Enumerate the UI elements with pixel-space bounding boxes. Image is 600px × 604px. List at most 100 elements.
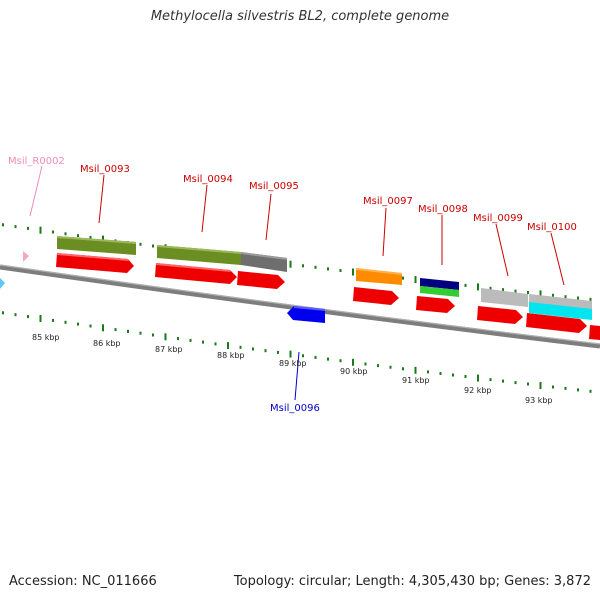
minor-tick [589,297,592,301]
cds-arrow[interactable] [589,325,600,340]
major-tick [352,268,354,276]
feature-block[interactable] [57,236,136,244]
gene-label[interactable]: Msil_0099 [473,213,523,224]
major-tick [539,382,542,389]
minor-tick [564,386,567,390]
genome-summary-text: Topology: circular; Length: 4,305,430 bp… [233,574,591,589]
scale-label: 92 kbp [464,386,492,395]
minor-tick [52,230,54,234]
cds-arrow[interactable] [155,263,237,284]
cds-arrow[interactable] [477,306,523,324]
genome-title: Methylocella silvestris BL2, complete ge… [150,9,450,24]
minor-tick [377,364,379,368]
accession-text: Accession: NC_011666 [9,574,157,589]
minor-tick [502,379,504,383]
scale-labels: 85 kbp 86 kbp 87 kbp 88 kbp 89 kbp 90 kb… [32,333,553,405]
scale-label: 90 kbp [340,367,368,376]
major-tick [477,283,479,291]
major-tick [39,315,42,322]
minor-tick [514,289,517,293]
cds-arrow-reverse-highlight [294,306,325,311]
minor-tick [552,293,554,297]
minor-tick [14,225,17,229]
feature-block[interactable] [420,286,459,297]
minor-tick [27,315,29,319]
scale-label: 85 kbp [32,333,60,342]
minor-tick [339,359,342,363]
minor-tick [402,367,404,371]
minor-tick [552,385,554,389]
feature-block[interactable] [157,245,241,265]
scale-label: 89 kbp [279,359,307,368]
minor-tick [439,372,442,375]
cds-track-forward [56,253,600,340]
cds-arrow[interactable] [353,287,399,305]
gene-label[interactable]: Msil_0093 [80,164,130,175]
major-tick [289,350,292,358]
minor-tick [527,382,529,386]
minor-tick [302,264,304,268]
minor-tick [577,296,579,300]
minor-tick [564,295,567,299]
minor-tick [339,269,342,272]
cds-arrow-reverse[interactable] [287,306,325,323]
genome-backbone-highlight [0,264,600,345]
gene-label[interactable]: Msil_0095 [249,181,299,192]
cds-arrow[interactable] [56,253,134,273]
minor-tick [402,276,404,280]
gene-label[interactable]: Msil_0097 [363,196,413,207]
major-tick [414,276,417,284]
feature-block[interactable] [157,245,241,254]
minor-tick [327,357,329,361]
feature-block[interactable] [356,268,402,275]
rna-marker[interactable] [23,251,29,262]
annotation-track [57,236,592,320]
feature-block[interactable] [529,294,592,310]
minor-tick [189,338,192,342]
cds-arrow[interactable] [416,296,455,313]
cds-arrow[interactable] [526,313,587,333]
minor-tick [464,375,467,378]
minor-tick [127,329,129,333]
gene-labels: Msil_R0002 Msil_0093 Msil_0094 Msil_0095… [8,156,577,414]
minor-tick [464,283,467,287]
minor-tick [314,355,317,359]
scale-label: 87 kbp [155,345,183,354]
gene-label[interactable]: Msil_0100 [527,222,577,233]
minor-tick [489,286,492,290]
minor-tick [2,311,4,315]
minor-tick [77,322,79,326]
minor-tick [77,234,79,238]
minor-tick [239,345,242,349]
minor-tick [114,328,117,332]
minor-tick [52,318,54,322]
gene-label[interactable]: Msil_0094 [183,174,233,185]
major-tick [102,324,104,332]
minor-tick [327,267,329,271]
feature-block[interactable] [241,252,287,260]
major-tick [477,374,479,382]
minor-tick [489,378,492,382]
minor-tick [527,291,529,294]
feature-block[interactable] [481,288,528,307]
major-tick [539,290,542,298]
minor-tick [64,320,67,324]
left-edge-marker [0,278,5,289]
major-tick [164,333,167,341]
gene-label[interactable]: Msil_0098 [418,204,468,215]
minor-tick [177,337,179,341]
cds-arrow[interactable] [57,253,129,261]
minor-tick [364,362,367,366]
minor-tick [427,370,429,374]
gene-label[interactable]: Msil_0096 [270,403,320,414]
major-tick [289,260,292,268]
minor-tick [89,235,92,239]
gene-label[interactable]: Msil_R0002 [8,156,65,167]
minor-tick [514,381,517,385]
feature-block[interactable] [529,302,592,320]
cds-arrow[interactable] [156,263,231,272]
major-tick [414,366,417,374]
minor-tick [139,242,142,246]
cds-arrow[interactable] [237,271,285,289]
